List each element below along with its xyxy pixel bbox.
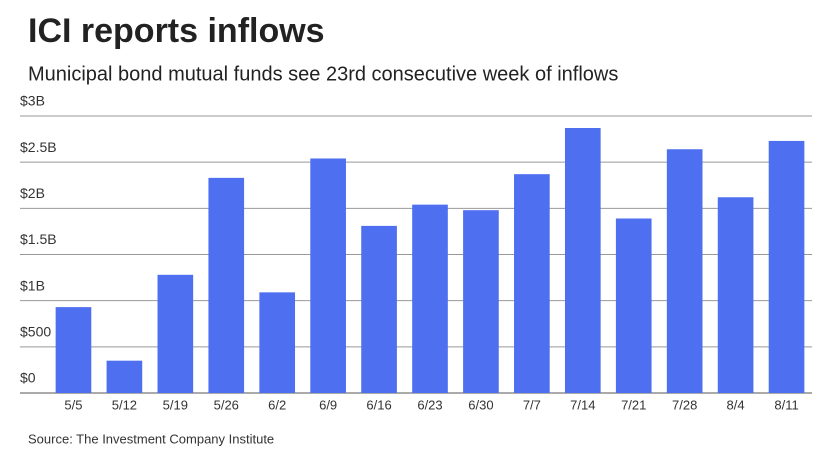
bar xyxy=(55,307,92,393)
y-tick-label: $0 xyxy=(20,370,36,386)
x-tick-label: 6/9 xyxy=(319,397,337,412)
y-tick-label: $500 xyxy=(20,324,51,340)
x-tick-label: 5/12 xyxy=(112,397,137,412)
x-tick-label: 7/14 xyxy=(570,397,595,412)
bar xyxy=(259,292,296,393)
x-tick-label: 5/19 xyxy=(163,397,188,412)
bar xyxy=(666,149,703,393)
x-tick-label: 8/11 xyxy=(774,397,798,412)
bar xyxy=(615,218,652,393)
x-tick-label: 7/28 xyxy=(672,397,697,412)
y-tick-label: $3B xyxy=(20,93,45,109)
bar xyxy=(361,225,397,393)
x-tick-label: 6/16 xyxy=(366,397,391,412)
bar xyxy=(412,204,448,393)
x-tick-label: 7/7 xyxy=(523,397,541,412)
x-tick-label: 8/4 xyxy=(727,397,745,412)
y-tick-label: $2.5B xyxy=(20,139,57,155)
bar xyxy=(514,174,550,393)
chart-title: ICI reports inflows xyxy=(28,12,325,50)
chart-subtitle: Municipal bond mutual funds see 23rd con… xyxy=(28,63,618,85)
bar xyxy=(717,197,754,393)
x-tick-label: 7/21 xyxy=(621,397,646,412)
bar xyxy=(208,177,245,393)
y-tick-label: $2B xyxy=(20,185,45,201)
source-note: Source: The Investment Company Institute xyxy=(28,431,274,446)
bar xyxy=(106,360,143,393)
y-tick-label: $1.5B xyxy=(20,231,57,247)
bar xyxy=(157,274,194,393)
bar xyxy=(310,158,346,393)
x-tick-label: 6/2 xyxy=(268,397,286,412)
x-tick-label: 6/30 xyxy=(468,397,493,412)
y-tick-label: $1B xyxy=(20,277,45,293)
bar xyxy=(463,210,499,393)
bar xyxy=(564,128,601,393)
x-tick-label: 6/23 xyxy=(417,397,442,412)
x-tick-label: 5/5 xyxy=(64,397,82,412)
x-tick-label: 5/26 xyxy=(214,397,239,412)
bar xyxy=(768,140,805,393)
